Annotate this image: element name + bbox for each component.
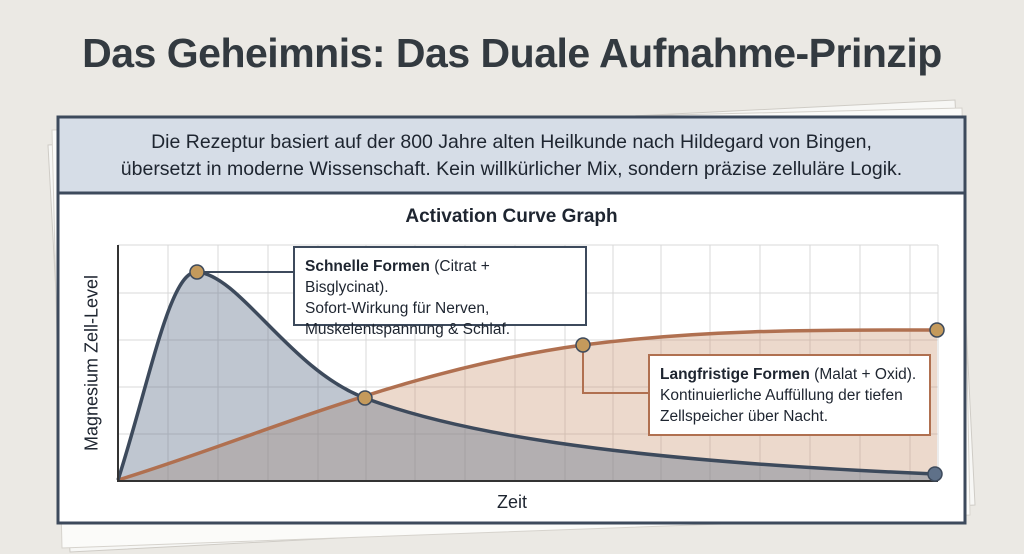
x-axis-label-text: Zeit — [496, 492, 527, 512]
page-title: Das Geheimnis: Das Duale Aufnahme-Prinzi… — [82, 30, 942, 76]
callout-title: Schnelle Formen — [305, 258, 430, 275]
x-axis-label: Zeit — [0, 492, 1024, 513]
callout-detail: (Malat + Oxid). — [814, 366, 917, 383]
intro: Die Rezeptur basiert auf der 800 Jahre a… — [61, 120, 962, 192]
callout: Schnelle Formen (Citrat + Bisglycinat). … — [293, 246, 587, 338]
fast-area — [118, 271, 935, 480]
y-axis-label: Magnesium Zell-Level — [81, 274, 102, 452]
callout-detail: (Citrat + Bisglycinat). — [305, 258, 490, 296]
slow-curve — [117, 328, 938, 482]
callout: Langfristige Formen (Malat + Oxid). Kont… — [648, 354, 931, 436]
callout-title: Langfristige Formen — [660, 366, 810, 383]
intro-line: Die Rezeptur basiert auf der 800 Jahre a… — [151, 131, 872, 153]
callout-line: Kontinuierliche Auffüllung der tiefen — [660, 387, 903, 404]
intro-line: übersetzt in moderne Wissenschaft. Kein … — [120, 158, 903, 180]
chart-title: Activation Curve Graph — [405, 206, 618, 227]
intro-band — [59, 118, 964, 193]
callout-heading: Langfristige Formen (Malat + Oxid). — [660, 364, 919, 385]
callout-heading: Schnelle Formen (Citrat + Bisglycinat). — [305, 256, 575, 298]
fast-curve — [116, 270, 936, 481]
points — [189, 264, 945, 482]
callout-line: Sofort-Wirkung für Nerven, — [305, 300, 490, 317]
callout-line: Muskelentspannung & Schlaf. — [305, 321, 511, 338]
connector — [582, 345, 648, 394]
callout-line: Zellspeicher über Nacht. — [660, 408, 828, 425]
